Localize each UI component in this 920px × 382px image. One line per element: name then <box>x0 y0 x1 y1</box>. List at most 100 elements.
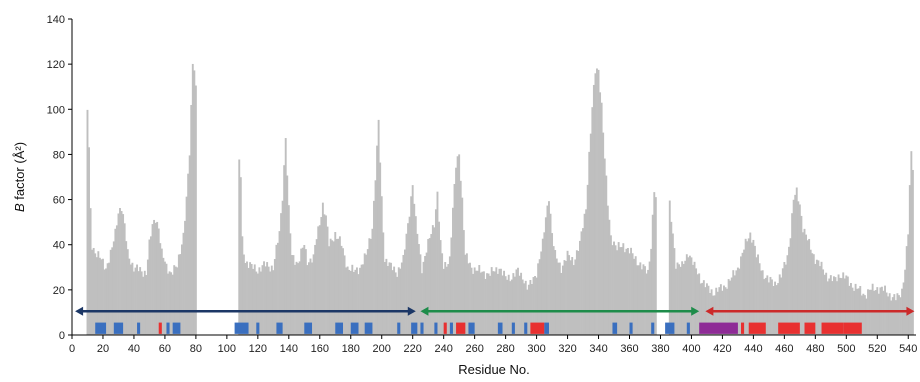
b-factor-bar <box>411 185 414 335</box>
b-factor-bar <box>119 208 121 335</box>
b-factor-bar <box>355 267 358 335</box>
b-factor-bar <box>111 247 114 335</box>
b-factor-bar <box>365 254 368 335</box>
b-factor-bar <box>442 268 445 335</box>
b-factor-bar <box>702 280 705 335</box>
ss-element <box>304 322 313 334</box>
x-tick-label: 220 <box>404 343 422 355</box>
x-tick-label: 480 <box>806 343 824 355</box>
b-factor-bar <box>634 256 637 335</box>
b-factor-bar <box>640 269 643 335</box>
b-factor-bar <box>157 228 160 335</box>
b-factor-bar <box>445 266 448 335</box>
b-factor-bar <box>806 240 809 335</box>
b-factor-bar <box>241 236 244 335</box>
b-factor-bar <box>693 261 696 335</box>
x-tick-label: 100 <box>218 343 236 355</box>
b-factor-bar <box>823 274 826 335</box>
ss-element <box>665 322 675 334</box>
b-factor-bar <box>425 252 428 335</box>
b-factor-bar <box>781 268 784 335</box>
b-factor-bar <box>303 245 306 335</box>
b-factor-bar <box>132 271 135 335</box>
b-factor-bar <box>709 293 711 335</box>
b-factor-bar <box>261 265 264 335</box>
b-factor-bar <box>563 260 566 335</box>
b-factor-bar <box>512 273 515 335</box>
b-factor-bar <box>911 169 914 335</box>
b-factor-bar <box>328 246 331 335</box>
b-factor-bar <box>416 233 419 335</box>
b-factor-bar <box>280 213 283 335</box>
b-factor-bar <box>306 265 309 335</box>
b-factor-bar <box>374 180 377 335</box>
b-factor-bar <box>388 262 391 335</box>
b-factor-bar <box>758 263 761 335</box>
b-factor-bar <box>422 261 425 335</box>
b-factor-bar <box>611 245 614 335</box>
b-factor-bar <box>247 267 250 335</box>
domain-arrow-head-right <box>906 306 915 316</box>
b-factor-bar <box>100 259 103 335</box>
b-factor-bar <box>383 261 386 335</box>
b-factor-bar <box>814 263 817 335</box>
y-tick-label: 20 <box>53 285 65 297</box>
b-factor-bar <box>735 270 738 335</box>
b-factor-bar <box>170 272 173 335</box>
b-factor-bar <box>837 274 840 335</box>
b-factor-bar <box>695 268 698 335</box>
ss-element <box>748 322 766 334</box>
b-factor-bar <box>622 243 625 335</box>
b-factor-bar <box>732 270 735 335</box>
b-factor-bar <box>699 283 702 335</box>
ss-element <box>804 322 816 334</box>
b-factor-bar <box>614 245 617 335</box>
b-factor-bar <box>275 244 278 335</box>
ss-element <box>411 322 418 334</box>
b-factor-bar <box>448 256 451 335</box>
b-factor-bar <box>148 239 151 335</box>
b-factor-bar <box>613 241 615 335</box>
b-factor-bar <box>253 264 256 335</box>
b-factor-bar <box>687 257 690 335</box>
b-factor-bar <box>165 263 168 335</box>
b-factor-bar <box>496 273 499 335</box>
b-factor-bar <box>705 283 708 335</box>
b-factor-bar <box>91 249 94 335</box>
b-factor-bar <box>134 267 137 335</box>
b-factor-bar <box>599 92 602 335</box>
b-factor-bar <box>450 237 453 335</box>
b-factor-bar <box>771 279 773 335</box>
b-factor-bar <box>139 267 142 335</box>
ss-element <box>843 322 862 334</box>
b-factor-bar <box>461 197 464 335</box>
b-factor-bar <box>184 220 186 335</box>
b-factor-bar <box>160 248 163 335</box>
b-factor-bar <box>125 241 128 335</box>
b-factor-bar <box>552 246 555 335</box>
b-factor-bar <box>286 175 289 335</box>
b-factor-bar <box>566 250 569 335</box>
b-factor-bar <box>679 266 682 335</box>
b-factor-bar <box>129 264 132 335</box>
b-factor-bar <box>277 242 279 335</box>
b-factor-bar <box>273 259 276 335</box>
b-factor-bar <box>97 251 100 335</box>
b-factor-bar <box>255 271 258 335</box>
b-factor-bar <box>419 254 422 335</box>
b-factor-bar <box>478 265 481 335</box>
b-factor-bar <box>408 216 411 335</box>
b-factor-bar <box>439 240 442 335</box>
x-tick-label: 340 <box>589 343 607 355</box>
b-factor-bar <box>882 290 885 335</box>
b-factor-bar <box>393 266 396 335</box>
b-factor-bar <box>438 221 440 335</box>
b-factor-bar <box>767 282 770 335</box>
b-factor-bar <box>345 267 348 335</box>
b-factor-bar <box>458 154 461 335</box>
b-factor-bar <box>609 235 612 335</box>
b-factor-bar <box>390 262 392 335</box>
b-factor-bar <box>831 281 834 335</box>
ss-element <box>420 322 424 334</box>
domain-arrow-head-left <box>420 306 429 316</box>
